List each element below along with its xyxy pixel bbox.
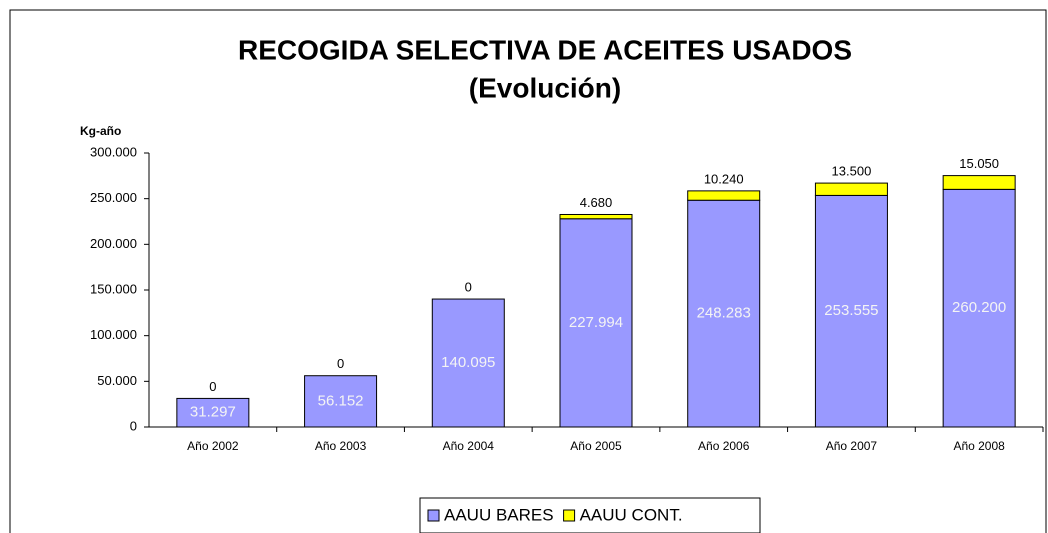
- legend-label: AAUU CONT.: [580, 505, 683, 524]
- data-label: 248.283: [697, 305, 751, 322]
- chart-subtitle: (Evolución): [469, 72, 621, 103]
- bar-segment: [559, 218, 633, 428]
- y-tick-label: 50.000: [97, 373, 137, 388]
- legend-swatch: [427, 509, 440, 522]
- x-tick-label: Año 2005: [570, 439, 622, 453]
- y-tick-label: 100.000: [90, 327, 137, 342]
- x-tick-label: Año 2008: [953, 439, 1005, 453]
- bar-segment: [304, 375, 378, 428]
- data-label: 140.095: [441, 354, 495, 371]
- bar-segment: [431, 298, 505, 428]
- data-label: 10.240: [704, 171, 744, 186]
- data-label: 13.500: [832, 164, 872, 179]
- data-label: 0: [465, 279, 472, 294]
- data-label: 31.297: [190, 404, 236, 421]
- data-label: 56.152: [318, 392, 364, 409]
- legend-swatch: [563, 509, 576, 522]
- bar-segment: [176, 397, 250, 428]
- data-label: 227.994: [569, 314, 623, 331]
- x-tick-label: Año 2003: [315, 439, 367, 453]
- data-label: 15.050: [959, 156, 999, 171]
- legend-label: AAUU BARES: [444, 505, 554, 524]
- bar-segment: [559, 213, 633, 220]
- x-tick-label: Año 2006: [698, 439, 750, 453]
- y-tick-label: 150.000: [90, 281, 137, 296]
- data-label: 253.555: [824, 302, 878, 319]
- bar-segment: [687, 199, 761, 428]
- x-tick-label: Año 2004: [443, 439, 495, 453]
- data-label: 0: [337, 356, 344, 371]
- x-tick-label: Año 2002: [187, 439, 239, 453]
- y-axis-label: Kg-año: [80, 124, 121, 138]
- legend-box: [419, 497, 761, 533]
- chart-title: RECOGIDA SELECTIVA DE ACEITES USADOS: [238, 34, 852, 65]
- y-tick-label: 200.000: [90, 236, 137, 251]
- y-tick-label: 250.000: [90, 190, 137, 205]
- y-tick-label: 300.000: [90, 144, 137, 159]
- bar-segment: [814, 182, 888, 196]
- chart-frame: [9, 9, 1047, 533]
- data-label: 260.200: [952, 299, 1006, 316]
- data-label: 4.680: [580, 195, 613, 210]
- bar-segment: [687, 190, 761, 201]
- bar-segment: [942, 175, 1016, 190]
- bar-segment: [814, 194, 888, 428]
- data-label: 0: [209, 379, 216, 394]
- y-tick-label: 0: [130, 418, 137, 433]
- x-tick-label: Año 2007: [826, 439, 878, 453]
